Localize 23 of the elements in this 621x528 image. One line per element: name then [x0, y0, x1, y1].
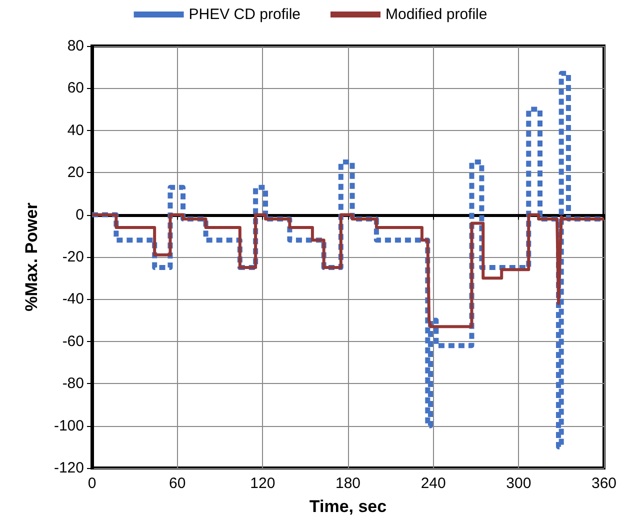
y-tick-label: 20	[67, 164, 84, 182]
x-tick-label: 60	[168, 475, 186, 492]
y-tick-label: -120	[54, 460, 84, 476]
x-tick-label: 360	[591, 475, 617, 492]
y-tick-label: 80	[67, 38, 84, 54]
line-series	[90, 213, 606, 328]
y-tick-label: 60	[67, 80, 84, 97]
y-axis-title: %Max. Power	[22, 202, 41, 312]
y-tick-label: -40	[62, 290, 84, 308]
x-tick-label: 180	[335, 475, 361, 492]
y-tick-label: -100	[54, 417, 84, 434]
legend-label: PHEV CD profile	[188, 6, 300, 23]
y-tick-label: -80	[62, 375, 84, 392]
x-tick-label: 300	[506, 475, 532, 492]
y-tick-label: 0	[76, 206, 84, 224]
x-tick-label: 120	[250, 475, 276, 492]
y-tick-label: 40	[67, 122, 84, 139]
y-tick-label: -20	[62, 248, 84, 266]
legend-label: Modified profile	[385, 6, 488, 23]
x-tick-label: 0	[88, 475, 96, 492]
x-tick-label: 240	[420, 475, 446, 492]
x-axis-title: Time, sec	[309, 497, 387, 516]
y-tick-label: -60	[62, 332, 84, 350]
